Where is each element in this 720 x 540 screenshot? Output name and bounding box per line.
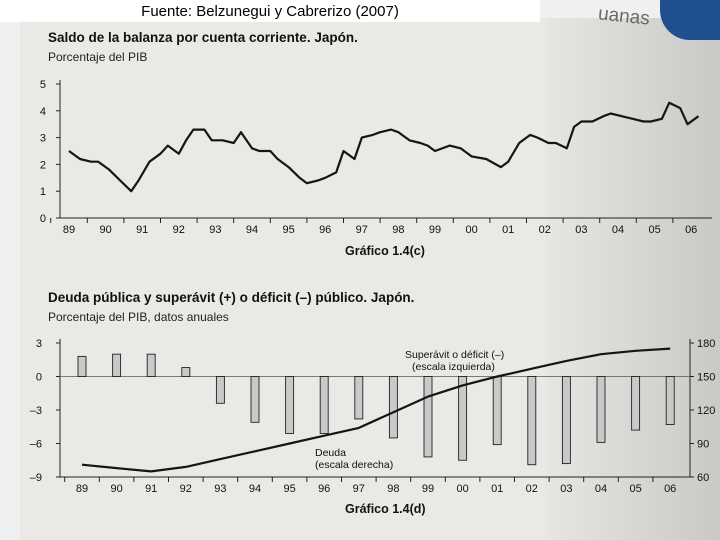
chart1-subtitle: Porcentaje del PIB bbox=[48, 50, 148, 64]
chart2: 3 0 –3 –6 –9 180 150 120 90 60 89 90 91 92 93 94 95 96 97 9… bbox=[30, 338, 716, 495]
chart2-x-tick-label: 90 bbox=[110, 483, 122, 495]
caption-band bbox=[0, 0, 540, 22]
chart1-x-tick-label: 91 bbox=[136, 224, 148, 236]
chart1-y-tick-label: 5 bbox=[40, 79, 46, 91]
chart2-x-tick-label: 00 bbox=[456, 483, 468, 495]
chart2-left-tick-label: 3 bbox=[36, 338, 42, 350]
chart2-surplus-bar bbox=[631, 376, 641, 431]
surplus-annotation-line1: Superávit o déficit (–) bbox=[405, 349, 504, 361]
chart1-x-tick-label: 05 bbox=[648, 224, 660, 236]
chart1-x-tick-label: 00 bbox=[465, 224, 477, 236]
chart2-surplus-bar bbox=[596, 376, 606, 443]
chart2-right-tick-label: 60 bbox=[697, 472, 709, 484]
chart2-x-tick-label: 91 bbox=[145, 483, 157, 495]
chart2-surplus-bar bbox=[527, 376, 537, 466]
chart2-surplus-bar bbox=[181, 367, 191, 377]
chart2-x-tick-label: 99 bbox=[422, 483, 434, 495]
chart2-x-tick-label: 04 bbox=[595, 483, 607, 495]
chart1-x-tick-label: 93 bbox=[209, 224, 221, 236]
scanned-page-edge bbox=[545, 18, 720, 540]
chart2-x-tick-label: 06 bbox=[664, 483, 676, 495]
chart1-x-tick-label: 06 bbox=[685, 224, 697, 236]
chart2-surplus-bar bbox=[458, 376, 468, 461]
chart1-x-tick-label: 95 bbox=[282, 224, 294, 236]
chart2-surplus-bar bbox=[665, 376, 675, 425]
chart2-x-tick-label: 94 bbox=[249, 483, 261, 495]
chart2-subtitle: Porcentaje del PIB, datos anuales bbox=[48, 310, 229, 324]
chart2-surplus-bar bbox=[388, 376, 398, 439]
chart1-y-tick-label: 3 bbox=[40, 133, 46, 145]
chart1-title: Saldo de la balanza por cuenta corriente… bbox=[48, 30, 358, 45]
surplus-annotation-line2: (escala izquierda) bbox=[412, 361, 495, 373]
chart1-figure-label: Gráfico 1.4(c) bbox=[345, 244, 425, 258]
chart1-x-tick-label: 01 bbox=[502, 224, 514, 236]
chart2-right-tick-label: 90 bbox=[697, 439, 709, 451]
chart2-right-tick-label: 120 bbox=[697, 405, 715, 417]
chart1-x-tick-label: 90 bbox=[99, 224, 111, 236]
chart2-surplus-bar bbox=[285, 376, 295, 434]
chart1-x-tick-label: 03 bbox=[575, 224, 587, 236]
chart1-y-tick-label: 1 bbox=[40, 186, 46, 198]
chart2-surplus-bar bbox=[492, 376, 502, 446]
chart1-x-tick-label: 04 bbox=[612, 224, 624, 236]
source-caption: Fuente: Belzunegui y Cabrerizo (2007) bbox=[141, 3, 399, 20]
chart2-title: Deuda pública y superávit (+) o déficit … bbox=[48, 290, 415, 305]
chart2-right-tick-label: 180 bbox=[697, 338, 715, 350]
chart2-surplus-bar bbox=[423, 376, 433, 458]
chart2-x-tick-label: 96 bbox=[318, 483, 330, 495]
chart2-right-tick-label: 150 bbox=[697, 372, 715, 384]
chart1-x-tick-label: 96 bbox=[319, 224, 331, 236]
chart2-surplus-bar bbox=[354, 376, 364, 420]
chart2-x-tick-label: 03 bbox=[560, 483, 572, 495]
chart2-left-tick-label: 0 bbox=[36, 372, 42, 384]
chart2-left-tick-label: –3 bbox=[30, 405, 42, 417]
chart2-surplus-bar bbox=[319, 376, 329, 434]
chart1-x-tick-label: 98 bbox=[392, 224, 404, 236]
chart1-series-line bbox=[68, 101, 700, 193]
chart2-x-tick-label: 92 bbox=[180, 483, 192, 495]
chart1-x-tick-label: 89 bbox=[63, 224, 75, 236]
chart2-x-tick-label: 05 bbox=[629, 483, 641, 495]
chart2-surplus-bar bbox=[146, 353, 156, 377]
chart2-x-tick-label: 02 bbox=[526, 483, 538, 495]
chart2-surplus-bar bbox=[561, 376, 571, 465]
chart2-debt-line bbox=[81, 347, 671, 473]
chart1-x-tick-label: 02 bbox=[539, 224, 551, 236]
chart2-x-tick-label: 01 bbox=[491, 483, 503, 495]
chart2-x-tick-label: 93 bbox=[214, 483, 226, 495]
chart2-surplus-bar bbox=[77, 355, 87, 377]
chart2-figure-label: Gráfico 1.4(d) bbox=[345, 502, 426, 516]
chart1-x-tick-label: 92 bbox=[173, 224, 185, 236]
chart1-x-tick-label: 97 bbox=[356, 224, 368, 236]
chart2-surplus-bar bbox=[215, 376, 225, 404]
chart2-x-tick-label: 98 bbox=[387, 483, 399, 495]
chart1-y-tick-label: 4 bbox=[40, 106, 46, 118]
chart1-x-tick-label: 94 bbox=[246, 224, 258, 236]
chart2-x-tick-label: 89 bbox=[76, 483, 88, 495]
chart2-surplus-bar bbox=[112, 353, 122, 377]
chart2-left-tick-label: –6 bbox=[30, 439, 42, 451]
chart1-y-tick-label: 2 bbox=[40, 159, 46, 171]
chart2-left-tick-label: –9 bbox=[30, 472, 42, 484]
chart2-x-tick-label: 97 bbox=[353, 483, 365, 495]
debt-annotation-line1: Deuda bbox=[315, 447, 346, 459]
debt-annotation-line2: (escala derecha) bbox=[315, 459, 393, 471]
chart2-surplus-bar bbox=[250, 376, 260, 423]
chart1-y-tick-label: 0 bbox=[40, 213, 46, 225]
chart2-x-tick-label: 95 bbox=[283, 483, 295, 495]
chart1-x-tick-label: 99 bbox=[429, 224, 441, 236]
